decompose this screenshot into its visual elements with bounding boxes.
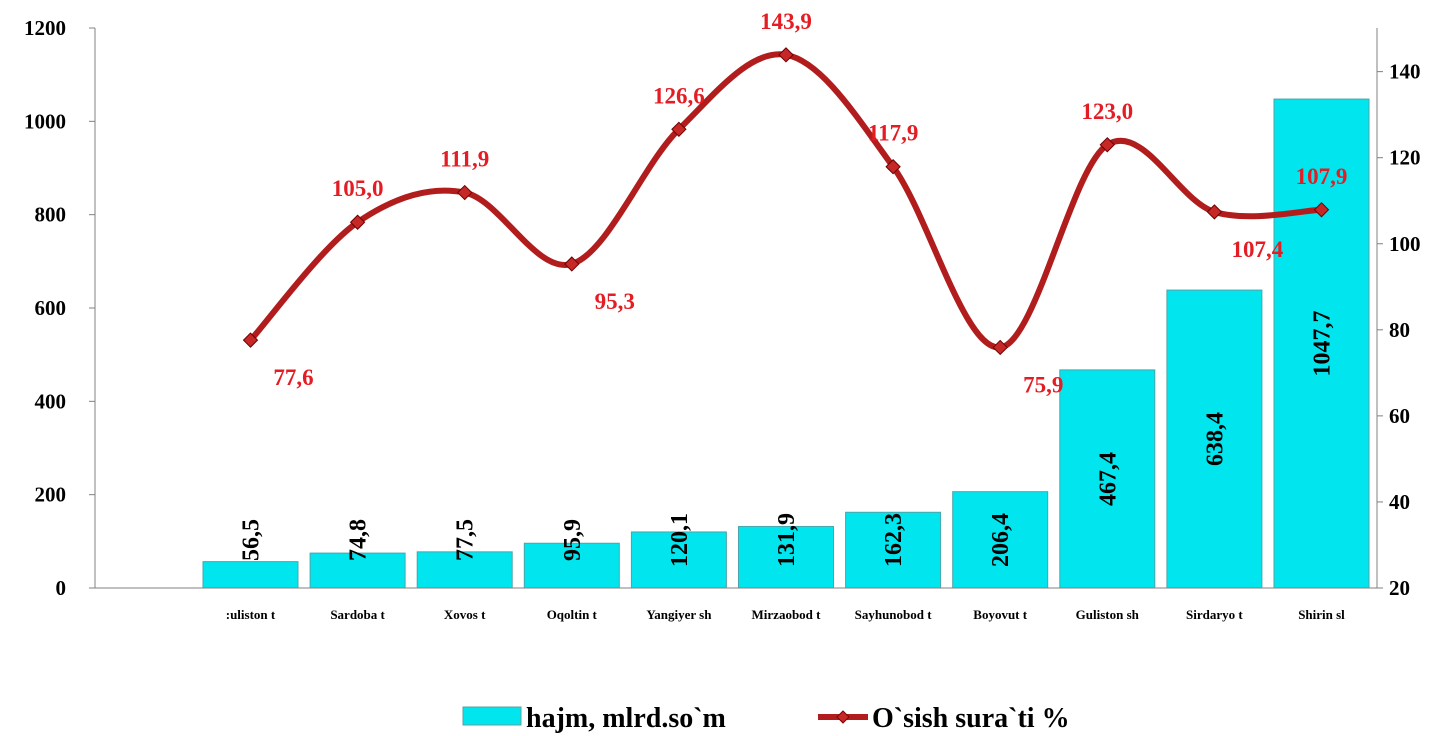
bar-value-label: 74,8: [346, 519, 372, 561]
bar-value-label: 1047,7: [1310, 311, 1336, 377]
line-marker: [885, 159, 901, 175]
left-tick-label: 800: [35, 203, 67, 227]
right-tick-label: 120: [1389, 146, 1421, 170]
line-value-label: 107,9: [1296, 164, 1348, 189]
line-marker: [349, 214, 366, 230]
left-tick-label: 1000: [24, 109, 66, 133]
bar: [523, 542, 620, 589]
bar: [309, 552, 406, 589]
bar-value-label: 77,5: [453, 519, 479, 561]
bar-label-group: 56,5 74,8 77,5 95,9 120,1 131,9 162,3 206,4 467,…: [239, 311, 1336, 567]
category-label: Oqoltin t: [547, 607, 598, 622]
left-tick-label: 200: [35, 483, 67, 507]
category-label: Mirzaobod t: [752, 607, 822, 622]
right-tick-label: 60: [1389, 404, 1410, 428]
line-value-label: 126,6: [653, 83, 705, 108]
category-label: Xovos t: [444, 607, 486, 622]
line-marker: [1313, 202, 1330, 218]
line-marker: [1099, 137, 1116, 153]
line-value-label: 111,9: [440, 147, 489, 172]
line-marker: [992, 339, 1008, 356]
bar-value-label: 131,9: [774, 513, 800, 567]
line-value-label: 123,0: [1081, 99, 1133, 124]
bar: [1273, 98, 1370, 589]
line-marker: [671, 121, 687, 137]
category-label-group: :uliston t Sardoba t Xovos t Oqoltin t Yangi…: [226, 607, 1345, 622]
right-tick-label: 140: [1389, 60, 1421, 84]
bar-value-label: 120,1: [667, 513, 693, 567]
category-label: Sayhunobod t: [855, 607, 933, 622]
line-value-label: 95,3: [595, 289, 635, 314]
axes: 0 200 400 600 800 1000 1200 20 40 60 80 100 120 140: [24, 16, 1421, 600]
category-label: Sirdaryo t: [1186, 607, 1243, 622]
line-value-label: 105,0: [332, 176, 384, 201]
line-value-label: 75,9: [1023, 372, 1063, 397]
bar-value-label: 162,3: [881, 513, 907, 567]
legend-bar-label: hajm, mlrd.so`m: [526, 703, 726, 734]
right-tick-label: 20: [1389, 576, 1410, 600]
category-label: Sardoba t: [330, 607, 385, 622]
right-tick-label: 80: [1389, 318, 1410, 342]
legend-line-marker: [836, 710, 850, 724]
line-value-label: 77,6: [273, 365, 313, 390]
bar-value-label: 638,4: [1202, 412, 1228, 466]
right-tick-label: 40: [1389, 490, 1410, 514]
legend-line-label: O`sish sura`ti %: [872, 703, 1070, 734]
category-label: Shirin sl: [1298, 607, 1345, 622]
bar: [416, 551, 513, 589]
line-value-label: 117,9: [868, 121, 918, 146]
line-marker: [778, 47, 794, 63]
bar-value-label: 95,9: [560, 519, 586, 561]
line-marker: [1206, 204, 1223, 220]
left-tick-label: 0: [56, 576, 67, 600]
line-marker: [456, 184, 473, 201]
left-tick-label: 1200: [24, 16, 66, 40]
bar: [738, 525, 834, 589]
bar-value-label: 56,5: [239, 519, 265, 561]
category-label: Yangiyer sh: [646, 607, 712, 622]
right-tick-label: 100: [1389, 232, 1421, 256]
line-series: [242, 47, 1330, 356]
bar-value-label: 467,4: [1095, 452, 1121, 506]
bar-series: [202, 98, 1370, 589]
legend: hajm, mlrd.so`m O`sish sura`ti %: [462, 703, 1070, 734]
left-tick-label: 400: [35, 389, 67, 413]
line-marker: [564, 256, 580, 272]
category-label: Boyovut t: [973, 607, 1027, 622]
left-tick-label: 600: [35, 296, 67, 320]
category-label: :uliston t: [226, 607, 276, 622]
bar: [202, 561, 299, 589]
bar: [952, 491, 1049, 589]
line-label-group: 77,6 105,0 111,9 95,3 126,6 143,9 117,9 75,9 123…: [273, 9, 1347, 398]
legend-bar-swatch: [462, 706, 522, 726]
bar: [1166, 289, 1263, 589]
line-value-label: 143,9: [760, 9, 812, 34]
category-label: Guliston sh: [1076, 607, 1140, 622]
bar-value-label: 206,4: [988, 513, 1014, 567]
line-value-label: 107,4: [1232, 237, 1284, 262]
line-marker: [242, 332, 259, 348]
growth-line: [248, 51, 1322, 351]
